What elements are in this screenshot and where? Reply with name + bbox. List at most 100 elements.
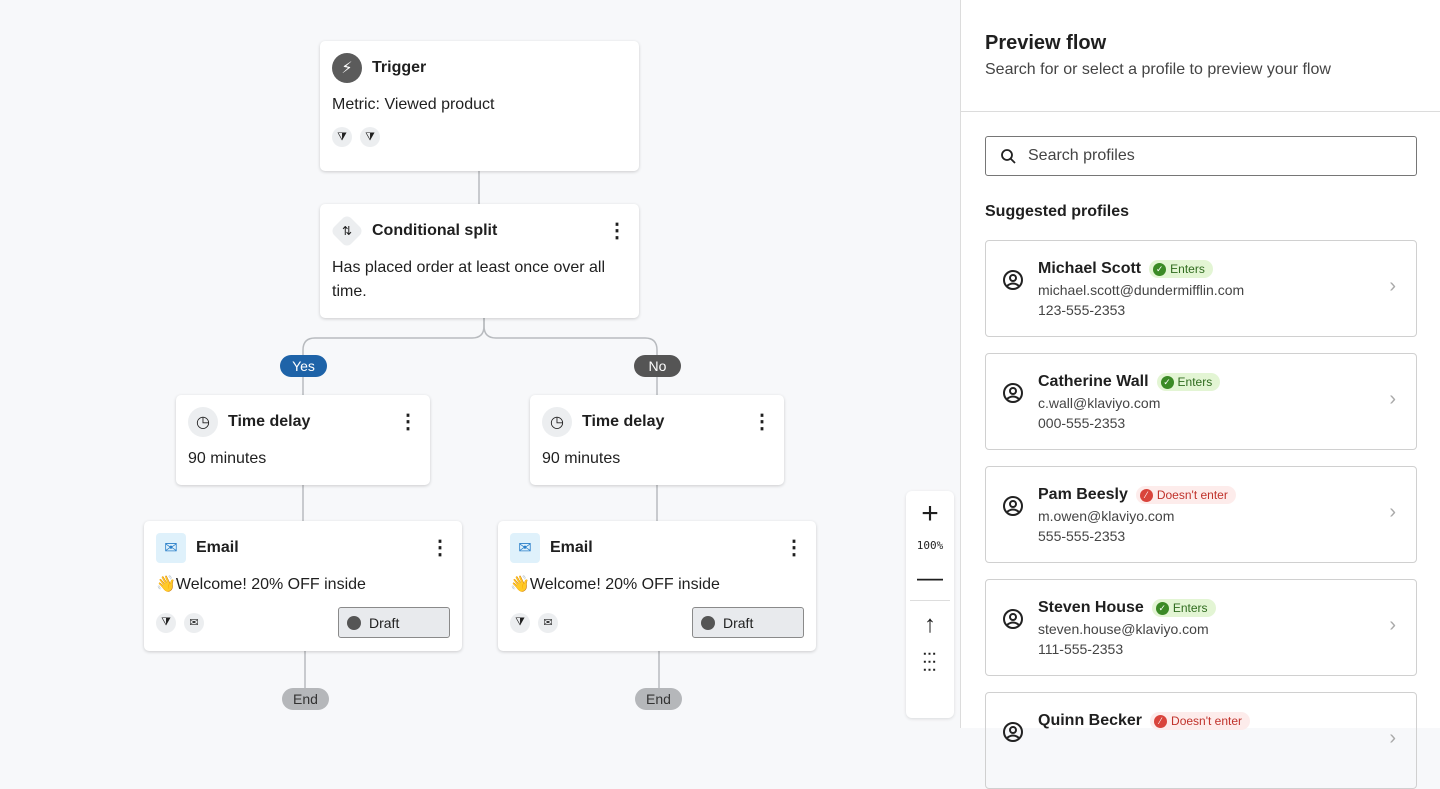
panel-title: Preview flow	[985, 32, 1107, 54]
pencil-icon	[347, 615, 361, 630]
user-circle-icon	[1003, 383, 1023, 403]
profile-card[interactable]: Pam Beesly ⁄ Doesn't enter m.owen@klaviyo…	[985, 466, 1417, 563]
filter-icon[interactable]: ⧩	[156, 612, 176, 633]
status-badge: ⁄ Doesn't enter	[1135, 486, 1236, 504]
profile-phone: 000-555-2353	[1038, 415, 1126, 431]
profile-card[interactable]: Michael Scott ✓ Enters michael.scott@dund…	[985, 240, 1417, 337]
profile-phone: 555-555-2353	[1038, 528, 1126, 544]
filter-icon[interactable]: ⧩	[510, 612, 530, 633]
wave-emoji: 👋	[156, 576, 176, 593]
zoom-in-button[interactable]: +	[921, 497, 939, 530]
status-label: Enters	[1172, 601, 1208, 615]
more-menu-icon[interactable]: ⋮	[607, 220, 627, 242]
node-title: Email	[550, 539, 593, 556]
envelope-icon: ✉	[156, 533, 186, 563]
node-body: 90 minutes	[542, 450, 621, 467]
more-menu-icon[interactable]: ⋮	[398, 411, 418, 433]
profile-name: Steven House	[1038, 599, 1144, 616]
chevron-right-icon: ›	[1389, 501, 1396, 523]
clock-icon: ◷	[542, 407, 572, 437]
node-title: Email	[196, 539, 239, 556]
panel-subtitle: Search for or select a profile to previe…	[985, 61, 1331, 78]
yes-branch-label: Yes	[280, 355, 327, 377]
envelope-icon: ✉	[510, 533, 540, 563]
email-node[interactable]: ✉ Email ⋮ 👋Welcome! 20% OFF inside ⧩ ✉ Draf…	[144, 521, 462, 651]
status-badge: ✓ Enters	[1149, 260, 1213, 278]
arrow-up-icon[interactable]: ↑	[924, 611, 936, 638]
draft-status-button[interactable]: Draft	[692, 607, 804, 638]
profile-filter-icon[interactable]: ⧩	[360, 127, 380, 147]
flow-canvas[interactable]: ⚡︎ Trigger Metric: Viewed product ⧩ ⧩ ⇅ Con…	[0, 0, 960, 728]
end-node: End	[282, 688, 329, 710]
blocked-icon: ⁄	[1154, 714, 1168, 728]
divider	[910, 600, 950, 601]
preview-flow-panel: Preview flow Search for or select a profi…	[960, 0, 1440, 789]
status-badge: ✓ Enters	[1151, 599, 1216, 617]
search-input[interactable]	[1028, 147, 1416, 165]
clock-icon: ◷	[188, 407, 218, 437]
status-label: Doesn't enter	[1171, 714, 1243, 728]
end-node: End	[635, 688, 682, 710]
profile-name: Catherine Wall	[1038, 373, 1149, 390]
zoom-controls: + 100% — ↑ ⋯ ⋯ ⋯	[906, 491, 954, 718]
zoom-out-button[interactable]: —	[917, 562, 943, 592]
check-circle-icon: ✓	[1153, 262, 1167, 276]
draft-status-button[interactable]: Draft	[338, 607, 450, 638]
profile-email: michael.scott@dundermifflin.com	[1038, 282, 1245, 298]
profile-email: steven.house@klaviyo.com	[1038, 621, 1209, 637]
profile-name: Pam Beesly	[1038, 486, 1128, 503]
profile-email: c.wall@klaviyo.com	[1038, 395, 1161, 411]
chevron-right-icon: ›	[1389, 727, 1396, 749]
grid-dots-icon[interactable]: ⋯ ⋯ ⋯	[922, 645, 938, 677]
profile-name: Michael Scott	[1038, 260, 1142, 277]
profile-name: Quinn Becker	[1038, 712, 1143, 729]
node-body: Metric: Viewed product	[332, 96, 495, 113]
profile-phone: 111-555-2353	[1038, 641, 1124, 657]
chevron-right-icon: ›	[1389, 614, 1396, 636]
profile-card[interactable]: Quinn Becker ⁄ Doesn't enter ›	[985, 692, 1417, 789]
suggested-profiles-heading: Suggested profiles	[985, 203, 1130, 220]
pencil-icon	[701, 615, 715, 630]
smart-sending-icon[interactable]: ✉	[184, 612, 204, 633]
email-subject: Welcome! 20% OFF inside	[529, 576, 720, 593]
zoom-level: 100%	[916, 539, 944, 552]
node-title: Time delay	[582, 413, 665, 430]
trigger-filter-icon[interactable]: ⧩	[332, 127, 352, 147]
conditional-split-node[interactable]: ⇅ Conditional split ⋮ Has placed order at …	[320, 204, 639, 318]
email-node[interactable]: ✉ Email ⋮ 👋Welcome! 20% OFF inside ⧩ ✉ Draf…	[498, 521, 816, 651]
node-title: Trigger	[372, 59, 427, 76]
status-label: Doesn't enter	[1156, 488, 1228, 502]
more-menu-icon[interactable]: ⋮	[752, 411, 772, 433]
profile-phone: 123-555-2353	[1038, 302, 1126, 318]
node-title: Time delay	[228, 413, 311, 430]
more-menu-icon[interactable]: ⋮	[784, 537, 804, 559]
flow-connectors	[302, 171, 660, 688]
search-icon	[1001, 149, 1016, 164]
profile-card[interactable]: Steven House ✓ Enters steven.house@klaviy…	[985, 579, 1417, 676]
email-subject: Welcome! 20% OFF inside	[175, 576, 366, 593]
profile-email: m.owen@klaviyo.com	[1038, 508, 1175, 524]
status-badge: ✓ Enters	[1156, 373, 1221, 391]
status-label: Draft	[369, 614, 400, 631]
smart-sending-icon[interactable]: ✉	[538, 612, 558, 633]
time-delay-node[interactable]: ◷ Time delay ⋮ 90 minutes	[176, 395, 430, 485]
split-icon: ⇅	[330, 214, 364, 248]
status-label: Enters	[1170, 262, 1205, 276]
node-title: Conditional split	[372, 222, 498, 239]
chevron-right-icon: ›	[1389, 275, 1396, 297]
trigger-node[interactable]: ⚡︎ Trigger Metric: Viewed product ⧩ ⧩	[320, 41, 639, 171]
profile-card[interactable]: Catherine Wall ✓ Enters c.wall@klaviyo.co…	[985, 353, 1417, 450]
more-menu-icon[interactable]: ⋮	[430, 537, 450, 559]
check-circle-icon: ✓	[1160, 375, 1174, 389]
node-body: Has placed order at least once over all …	[332, 259, 606, 300]
status-label: Enters	[1177, 375, 1213, 389]
blocked-icon: ⁄	[1139, 488, 1153, 502]
user-circle-icon	[1003, 722, 1023, 742]
search-box[interactable]	[985, 136, 1417, 176]
lightning-icon: ⚡︎	[332, 53, 362, 83]
status-badge: ⁄ Doesn't enter	[1150, 712, 1251, 730]
time-delay-node[interactable]: ◷ Time delay ⋮ 90 minutes	[530, 395, 784, 485]
check-circle-icon: ✓	[1155, 601, 1169, 615]
no-branch-label: No	[634, 355, 681, 377]
chevron-right-icon: ›	[1389, 388, 1396, 410]
